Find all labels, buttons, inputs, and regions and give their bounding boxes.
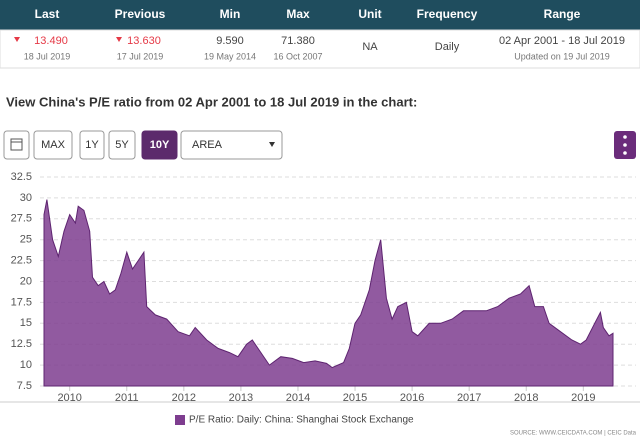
y-tick-label: 30 bbox=[20, 192, 32, 204]
column-header: Range bbox=[544, 7, 581, 21]
x-tick-label: 2010 bbox=[57, 392, 81, 404]
legend-label: P/E Ratio: Daily: China: Shanghai Stock … bbox=[189, 415, 414, 426]
source: SOURCE: WWW.CEICDATA.COM | CEIC Data bbox=[510, 431, 637, 437]
y-tick-label: 27.5 bbox=[11, 213, 32, 225]
area bbox=[43, 199, 614, 387]
menu-icon bbox=[623, 143, 627, 147]
menu-icon bbox=[623, 135, 627, 139]
y-tick-label: 32.5 bbox=[11, 171, 32, 183]
heading: View China's P/E ratio from 02 Apr 2001 … bbox=[6, 94, 417, 109]
y-tick-label: 12.5 bbox=[11, 338, 32, 350]
y-tick-label: 25 bbox=[20, 234, 32, 246]
y-tick-label: 22.5 bbox=[11, 255, 32, 267]
chart-type-dropdown[interactable] bbox=[180, 130, 283, 160]
dropdown-arrow bbox=[269, 142, 275, 147]
range-button[interactable] bbox=[79, 130, 105, 160]
y-tick-label: 20 bbox=[20, 275, 32, 287]
range-button-label: 1Y bbox=[85, 139, 99, 151]
range-button-label: 10Y bbox=[150, 139, 170, 151]
table-header bbox=[0, 0, 640, 30]
range-button-label: 5Y bbox=[115, 139, 129, 151]
y-tick-label: 7.5 bbox=[17, 380, 32, 392]
range-button[interactable] bbox=[33, 130, 73, 160]
cell-value: 13.490 bbox=[34, 35, 68, 47]
menu-icon bbox=[623, 151, 627, 155]
y-tick-label: 17.5 bbox=[11, 296, 32, 308]
x-tick-label: 2017 bbox=[457, 392, 481, 404]
cell-value: 02 Apr 2001 - 18 Jul 2019 bbox=[499, 35, 625, 47]
cell-value: Daily bbox=[435, 41, 460, 53]
cell-date: 18 Jul 2019 bbox=[24, 51, 71, 61]
calendar-icon bbox=[10, 138, 23, 151]
cell-date: 16 Oct 2007 bbox=[273, 51, 322, 61]
down-icon bbox=[14, 37, 20, 42]
x-tick-label: 2013 bbox=[229, 392, 253, 404]
cell-value: 9.590 bbox=[216, 35, 244, 47]
column-header: Frequency bbox=[417, 7, 478, 21]
column-header: Previous bbox=[115, 7, 166, 21]
calendar-button[interactable] bbox=[3, 130, 30, 160]
y-tick-label: 10 bbox=[20, 359, 32, 371]
range-button[interactable] bbox=[141, 130, 178, 160]
cell-date: 19 May 2014 bbox=[204, 51, 256, 61]
range-button[interactable] bbox=[108, 130, 136, 160]
y-tick-label: 15 bbox=[20, 317, 32, 329]
cell-date: Updated on 19 Jul 2019 bbox=[514, 51, 610, 61]
cell-value: 71.380 bbox=[281, 35, 315, 47]
table-body bbox=[0, 29, 640, 69]
x-tick-label: 2011 bbox=[115, 392, 139, 404]
dropdown-label: AREA bbox=[192, 139, 223, 151]
x-tick-label: 2012 bbox=[172, 392, 196, 404]
column-header: Max bbox=[286, 7, 310, 21]
cell-value: 13.630 bbox=[127, 35, 161, 47]
column-header: Last bbox=[35, 7, 60, 21]
cell-value: NA bbox=[362, 41, 378, 53]
x-tick-label: 2014 bbox=[286, 392, 310, 404]
column-header: Min bbox=[220, 7, 241, 21]
x-tick-label: 2015 bbox=[343, 392, 367, 404]
x-tick-label: 2018 bbox=[514, 392, 538, 404]
x-tick-label: 2016 bbox=[400, 392, 424, 404]
range-button-label: MAX bbox=[41, 139, 66, 151]
x-tick-label: 2019 bbox=[571, 392, 595, 404]
cell-date: 17 Jul 2019 bbox=[117, 51, 164, 61]
down-icon bbox=[116, 37, 122, 42]
column-header: Unit bbox=[358, 7, 381, 21]
legend-swatch bbox=[175, 415, 185, 425]
